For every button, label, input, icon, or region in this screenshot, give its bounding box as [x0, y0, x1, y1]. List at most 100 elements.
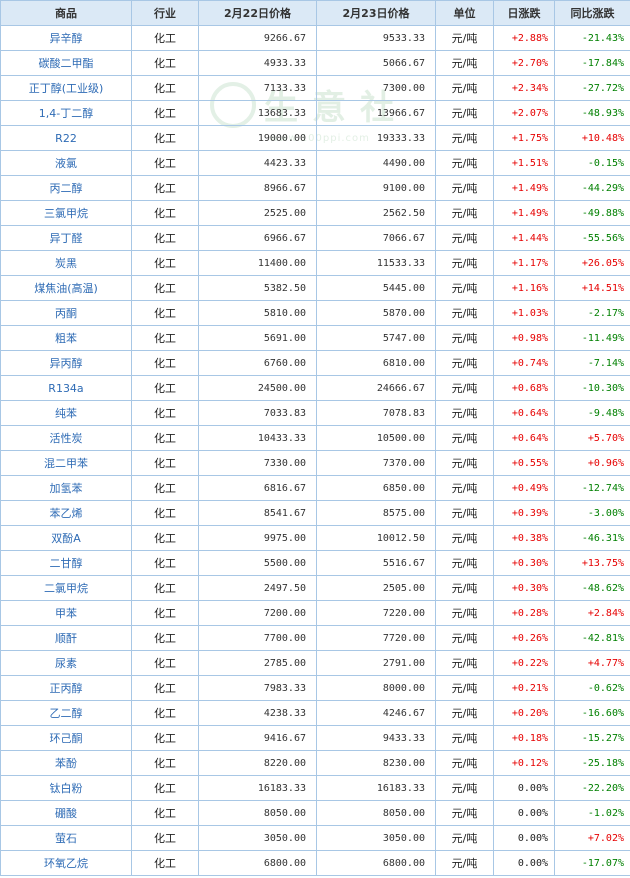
product-name-link[interactable]: 丙酮 — [0, 300, 132, 326]
unit-cell: 元/吨 — [435, 725, 494, 751]
product-name-link[interactable]: 二甘醇 — [0, 550, 132, 576]
yoy-change-cell: -12.74% — [554, 475, 630, 501]
table-row: 三氯甲烷 化工 2525.00 2562.50 元/吨 +1.49% -49.88% — [0, 200, 630, 226]
product-name-link[interactable]: 加氢苯 — [0, 475, 132, 501]
daily-change-cell: +1.44% — [493, 225, 555, 251]
unit-cell: 元/吨 — [435, 475, 494, 501]
product-name-link[interactable]: 异丁醛 — [0, 225, 132, 251]
product-name-link[interactable]: 尿素 — [0, 650, 132, 676]
unit-cell: 元/吨 — [435, 550, 494, 576]
industry-cell: 化工 — [131, 350, 199, 376]
table-row: R134a 化工 24500.00 24666.67 元/吨 +0.68% -10.30% — [0, 375, 630, 401]
yoy-change-cell: -44.29% — [554, 175, 630, 201]
price-feb23-cell: 16183.33 — [316, 775, 436, 801]
product-name-link[interactable]: 乙二醇 — [0, 700, 132, 726]
yoy-change-cell: -17.84% — [554, 50, 630, 76]
product-name-link[interactable]: 二氯甲烷 — [0, 575, 132, 601]
product-name-link[interactable]: 液氯 — [0, 150, 132, 176]
col-header-price-feb23[interactable]: 2月23日价格 — [316, 0, 436, 26]
price-feb23-cell: 4246.67 — [316, 700, 436, 726]
daily-change-cell: +0.28% — [493, 600, 555, 626]
price-feb22-cell: 16183.33 — [198, 775, 317, 801]
unit-cell: 元/吨 — [435, 50, 494, 76]
product-name-link[interactable]: 活性炭 — [0, 425, 132, 451]
product-name-link[interactable]: 双酚A — [0, 525, 132, 551]
product-name-link[interactable]: 苯酚 — [0, 750, 132, 776]
product-name-link[interactable]: 异丙醇 — [0, 350, 132, 376]
industry-cell: 化工 — [131, 575, 199, 601]
price-feb22-cell: 4238.33 — [198, 700, 317, 726]
price-feb23-cell: 4490.00 — [316, 150, 436, 176]
price-feb23-cell: 3050.00 — [316, 825, 436, 851]
price-feb22-cell: 8050.00 — [198, 800, 317, 826]
product-name-link[interactable]: 正丙醇 — [0, 675, 132, 701]
daily-change-cell: +0.18% — [493, 725, 555, 751]
col-header-industry[interactable]: 行业 — [131, 0, 199, 26]
product-name-link[interactable]: 丙二醇 — [0, 175, 132, 201]
price-feb22-cell: 8966.67 — [198, 175, 317, 201]
product-name-link[interactable]: 混二甲苯 — [0, 450, 132, 476]
table-row: 1,4-丁二醇 化工 13683.33 13966.67 元/吨 +2.07% -48.93… — [0, 100, 630, 126]
price-feb23-cell: 11533.33 — [316, 250, 436, 276]
industry-cell: 化工 — [131, 850, 199, 876]
col-header-daily-change[interactable]: 日涨跌 — [493, 0, 555, 26]
table-row: 碳酸二甲酯 化工 4933.33 5066.67 元/吨 +2.70% -17.84% — [0, 50, 630, 76]
product-name-link[interactable]: 顺酐 — [0, 625, 132, 651]
table-row: 尿素 化工 2785.00 2791.00 元/吨 +0.22% +4.77% — [0, 650, 630, 676]
product-name-link[interactable]: 钛白粉 — [0, 775, 132, 801]
daily-change-cell: +0.49% — [493, 475, 555, 501]
daily-change-cell: +0.21% — [493, 675, 555, 701]
product-name-link[interactable]: 环己酮 — [0, 725, 132, 751]
product-name-link[interactable]: 煤焦油(高温) — [0, 275, 132, 301]
product-name-link[interactable]: 1,4-丁二醇 — [0, 100, 132, 126]
daily-change-cell: +1.49% — [493, 175, 555, 201]
table-row: 丙酮 化工 5810.00 5870.00 元/吨 +1.03% -2.17% — [0, 300, 630, 326]
daily-change-cell: +0.30% — [493, 575, 555, 601]
product-name-link[interactable]: 萤石 — [0, 825, 132, 851]
industry-cell: 化工 — [131, 375, 199, 401]
price-feb23-cell: 9433.33 — [316, 725, 436, 751]
price-feb23-cell: 24666.67 — [316, 375, 436, 401]
table-row: 正丁醇(工业级) 化工 7133.33 7300.00 元/吨 +2.34% -27.72% — [0, 75, 630, 101]
product-name-link[interactable]: 硼酸 — [0, 800, 132, 826]
daily-change-cell: +0.98% — [493, 325, 555, 351]
col-header-yoy-change[interactable]: 同比涨跌 — [554, 0, 630, 26]
industry-cell: 化工 — [131, 325, 199, 351]
product-name-link[interactable]: 碳酸二甲酯 — [0, 50, 132, 76]
product-name-link[interactable]: 纯苯 — [0, 400, 132, 426]
product-name-link[interactable]: 炭黑 — [0, 250, 132, 276]
col-header-unit[interactable]: 单位 — [435, 0, 494, 26]
yoy-change-cell: -16.60% — [554, 700, 630, 726]
price-feb22-cell: 2525.00 — [198, 200, 317, 226]
daily-change-cell: +2.34% — [493, 75, 555, 101]
table-row: 苯乙烯 化工 8541.67 8575.00 元/吨 +0.39% -3.00% — [0, 500, 630, 526]
price-feb22-cell: 5382.50 — [198, 275, 317, 301]
yoy-change-cell: -9.48% — [554, 400, 630, 426]
col-header-price-feb22[interactable]: 2月22日价格 — [198, 0, 317, 26]
unit-cell: 元/吨 — [435, 575, 494, 601]
product-name-link[interactable]: 三氯甲烷 — [0, 200, 132, 226]
yoy-change-cell: +7.02% — [554, 825, 630, 851]
product-name-link[interactable]: 异辛醇 — [0, 25, 132, 51]
col-header-product[interactable]: 商品 — [0, 0, 132, 26]
price-feb22-cell: 6760.00 — [198, 350, 317, 376]
product-name-link[interactable]: 苯乙烯 — [0, 500, 132, 526]
unit-cell: 元/吨 — [435, 400, 494, 426]
product-name-link[interactable]: 环氧乙烷 — [0, 850, 132, 876]
product-name-link[interactable]: 粗苯 — [0, 325, 132, 351]
price-feb22-cell: 9266.67 — [198, 25, 317, 51]
unit-cell: 元/吨 — [435, 850, 494, 876]
price-feb23-cell: 7220.00 — [316, 600, 436, 626]
unit-cell: 元/吨 — [435, 100, 494, 126]
product-name-link[interactable]: 正丁醇(工业级) — [0, 75, 132, 101]
unit-cell: 元/吨 — [435, 250, 494, 276]
daily-change-cell: +1.75% — [493, 125, 555, 151]
product-name-link[interactable]: R134a — [0, 375, 132, 401]
product-name-link[interactable]: R22 — [0, 125, 132, 151]
price-feb22-cell: 7200.00 — [198, 600, 317, 626]
price-feb23-cell: 8230.00 — [316, 750, 436, 776]
yoy-change-cell: -49.88% — [554, 200, 630, 226]
product-name-link[interactable]: 甲苯 — [0, 600, 132, 626]
table-row: 顺酐 化工 7700.00 7720.00 元/吨 +0.26% -42.81% — [0, 625, 630, 651]
